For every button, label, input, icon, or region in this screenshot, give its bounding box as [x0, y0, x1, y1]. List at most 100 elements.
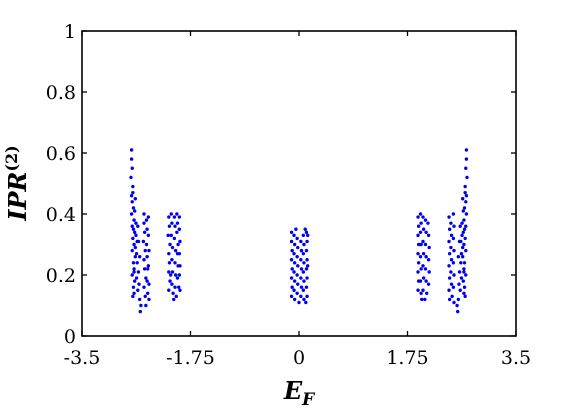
data-point — [460, 221, 464, 225]
data-point — [146, 264, 151, 268]
data-point — [144, 303, 148, 308]
data-point — [296, 282, 300, 286]
data-point — [134, 276, 139, 280]
data-point — [173, 248, 178, 253]
data-point — [297, 300, 301, 305]
data-point — [464, 148, 469, 152]
data-point — [175, 212, 179, 216]
y-tick-label: 1 — [64, 21, 76, 43]
data-point — [464, 212, 469, 216]
data-point — [301, 233, 306, 238]
data-point — [423, 242, 428, 247]
data-point — [131, 261, 136, 265]
data-point — [131, 184, 135, 189]
data-point — [130, 224, 134, 228]
data-point — [137, 297, 142, 302]
axis-ticks — [81, 30, 517, 337]
data-point — [457, 239, 462, 244]
data-point — [136, 270, 141, 274]
data-point — [304, 230, 309, 234]
data-point — [143, 294, 147, 299]
data-point — [137, 282, 141, 286]
data-point — [424, 230, 428, 234]
data-point — [168, 279, 172, 283]
data-point — [168, 273, 173, 277]
data-point — [447, 297, 452, 302]
data-point — [416, 215, 420, 219]
data-point — [304, 248, 309, 253]
data-point — [449, 282, 454, 286]
data-point — [136, 288, 140, 292]
data-point — [427, 270, 431, 274]
data-point — [421, 227, 426, 231]
data-point — [426, 233, 431, 238]
data-point — [299, 294, 303, 299]
data-point — [452, 300, 456, 305]
data-point — [447, 239, 451, 244]
data-point — [419, 291, 423, 295]
data-point — [166, 233, 170, 238]
data-point — [134, 221, 138, 225]
data-point — [146, 233, 151, 238]
data-point — [167, 270, 171, 274]
data-point — [301, 251, 306, 256]
data-point — [142, 212, 146, 216]
data-point — [423, 297, 427, 302]
data-point — [136, 224, 140, 228]
data-point — [418, 212, 423, 216]
data-point — [170, 221, 174, 225]
y-tick-label: 0 — [64, 326, 76, 348]
data-point — [130, 248, 134, 253]
data-point — [301, 270, 306, 274]
data-point — [132, 242, 136, 247]
data-point — [290, 285, 294, 289]
data-point — [178, 288, 182, 292]
data-point — [292, 261, 297, 265]
data-point — [426, 282, 431, 286]
data-point — [452, 248, 456, 253]
data-point — [289, 294, 294, 299]
data-point — [145, 227, 149, 231]
data-point — [461, 230, 465, 234]
y-tick-label: 0.6 — [46, 143, 76, 165]
data-point — [427, 245, 431, 250]
data-point — [133, 255, 138, 259]
data-point — [169, 233, 173, 238]
data-point — [134, 251, 139, 256]
data-point — [426, 258, 431, 262]
data-point — [147, 248, 151, 253]
data-point — [144, 276, 148, 280]
y-tick-label: 0.4 — [46, 204, 76, 226]
data-point — [147, 282, 151, 286]
data-point — [289, 258, 294, 262]
data-point — [421, 264, 425, 268]
data-point — [451, 285, 456, 289]
data-point — [171, 291, 175, 295]
data-point — [173, 224, 177, 228]
data-point — [133, 209, 137, 213]
x-tick-label: 1.75 — [386, 347, 428, 369]
data-point — [292, 233, 296, 238]
x-tick-label: 0 — [293, 347, 305, 369]
data-point — [462, 261, 467, 265]
data-point — [173, 285, 177, 289]
data-point — [458, 224, 462, 228]
data-point — [464, 224, 468, 228]
data-point — [130, 273, 134, 277]
data-point — [174, 294, 178, 299]
data-point — [461, 209, 465, 213]
data-point — [416, 233, 420, 238]
data-point — [464, 166, 468, 170]
data-point — [138, 309, 142, 314]
data-point — [129, 157, 134, 161]
data-point — [177, 251, 182, 256]
data-point — [460, 197, 465, 201]
data-point — [305, 294, 309, 299]
data-point — [295, 255, 299, 259]
data-point — [131, 236, 135, 241]
data-point — [447, 215, 451, 219]
data-point — [421, 276, 426, 280]
data-point — [462, 242, 466, 247]
data-point — [449, 233, 454, 238]
